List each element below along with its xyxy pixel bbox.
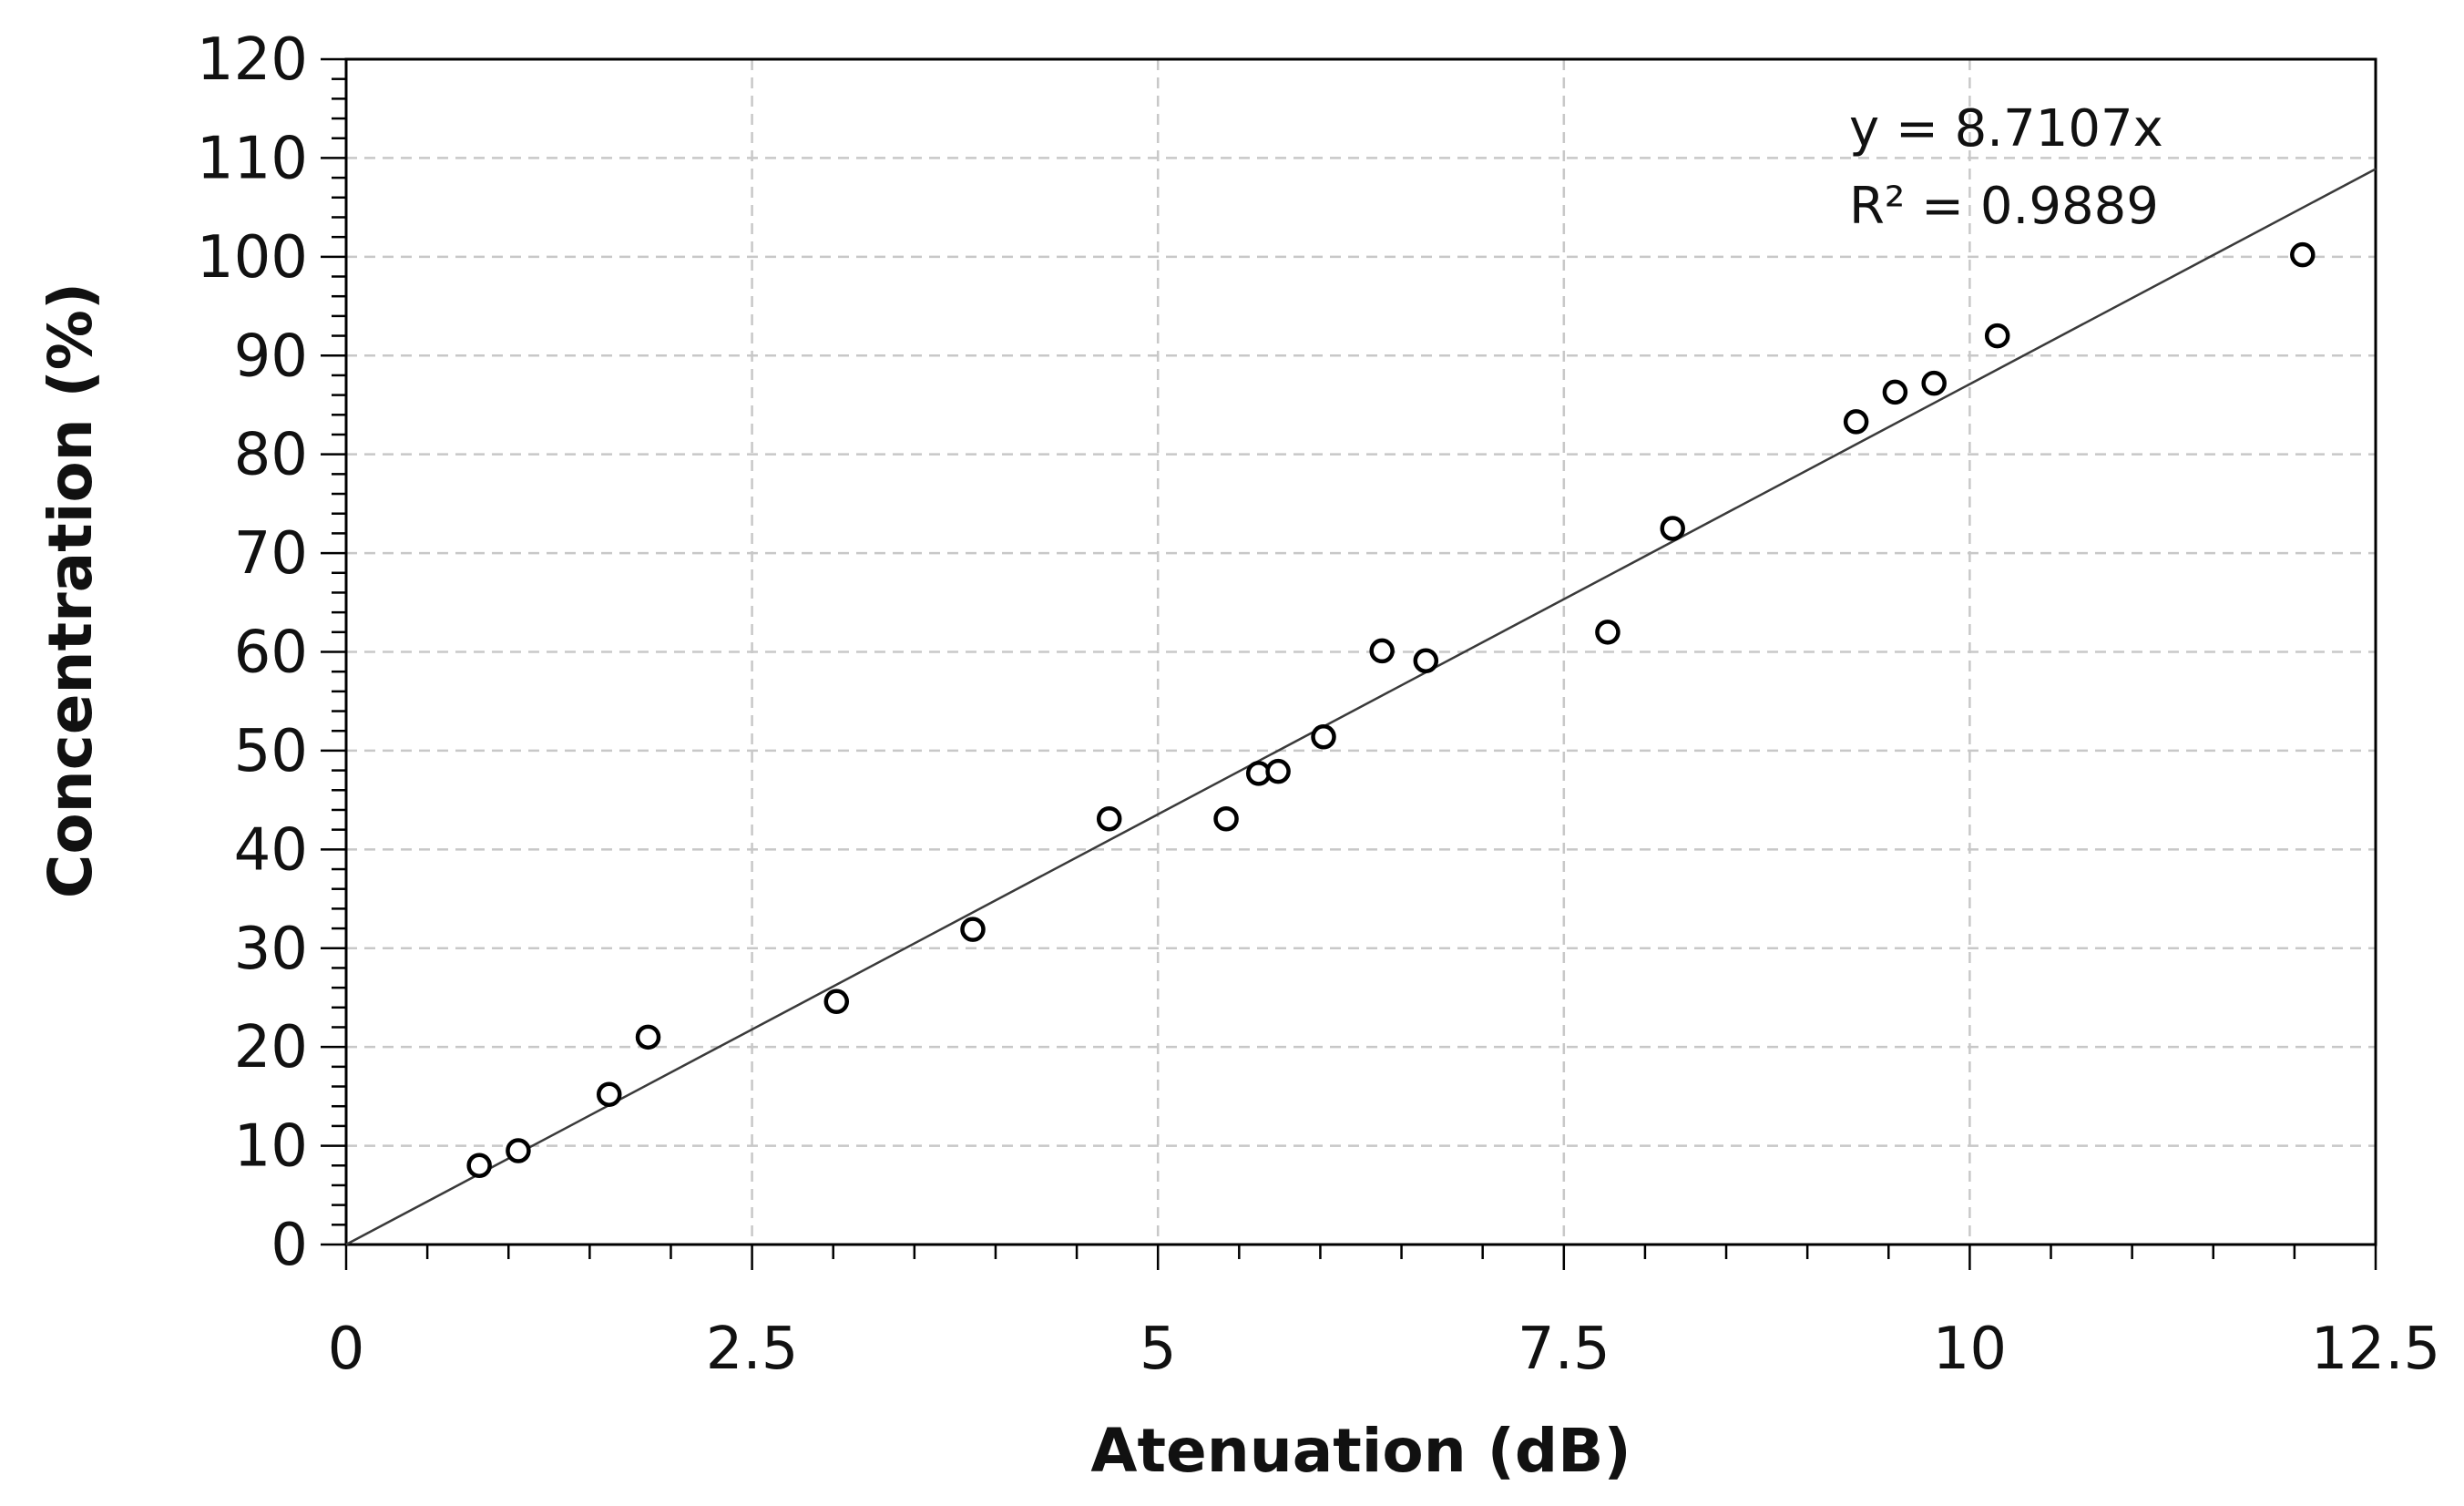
y-tick-label: 110: [197, 125, 308, 192]
tick-labels: 0 10 20 30 40 50 60 70 80 90 100 110 120 0 2.5 5 7.5 10 12…: [197, 26, 2440, 1383]
x-axis-title: Atenuation (dB): [1090, 1416, 1631, 1486]
plot-area-frame: [344, 57, 2377, 1246]
data-point: [1096, 805, 1122, 832]
data-point: [1265, 758, 1291, 784]
y-tick-label: 70: [234, 520, 308, 588]
trendline-equation: y = 8.7107x: [1849, 99, 2163, 159]
y-tick-label: 50: [234, 718, 308, 785]
data-point: [1595, 620, 1621, 645]
data-point: [1984, 323, 2010, 349]
plot-frame: [344, 57, 2377, 1246]
x-tick-label: 0: [328, 1316, 365, 1383]
trendline-line: [345, 168, 2377, 1246]
data-point: [1213, 805, 1239, 832]
data-point: [466, 1153, 492, 1179]
data-point: [1843, 409, 1869, 435]
data-point: [1921, 370, 1947, 396]
x-tick-label: 5: [1140, 1316, 1177, 1383]
y-tick-label: 40: [234, 816, 308, 884]
y-tick-label: 100: [197, 224, 308, 292]
data-point: [1369, 638, 1395, 664]
data-point: [506, 1138, 531, 1163]
grid-lines: [346, 59, 2376, 1245]
data-point: [635, 1024, 661, 1050]
data-point: [823, 989, 850, 1015]
y-tick-label: 0: [271, 1212, 308, 1279]
r-squared-label: R² = 0.9889: [1849, 177, 2159, 236]
data-point: [2290, 241, 2316, 268]
data-point: [1413, 648, 1439, 674]
y-tick-label: 80: [234, 422, 308, 489]
data-point: [960, 917, 986, 942]
y-axis-title: Concentration (%): [36, 282, 106, 898]
trendline: [345, 168, 2377, 1246]
y-tick-label: 30: [234, 916, 308, 983]
data-points: [466, 241, 2316, 1179]
data-point: [1660, 516, 1685, 541]
x-tick-label: 12.5: [2311, 1316, 2441, 1383]
y-tick-label: 10: [234, 1113, 308, 1181]
x-tick-label: 10: [1933, 1316, 2007, 1383]
data-point: [1882, 379, 1908, 405]
data-point: [1311, 723, 1336, 750]
y-tick-label: 120: [197, 26, 308, 94]
y-tick-label: 20: [234, 1014, 308, 1081]
data-point: [596, 1081, 622, 1107]
x-tick-label: 2.5: [706, 1316, 799, 1383]
x-tick-label: 7.5: [1518, 1316, 1610, 1383]
y-tick-label: 90: [234, 323, 308, 390]
axis-ticks: [321, 57, 2377, 1270]
y-tick-label: 60: [234, 620, 308, 687]
